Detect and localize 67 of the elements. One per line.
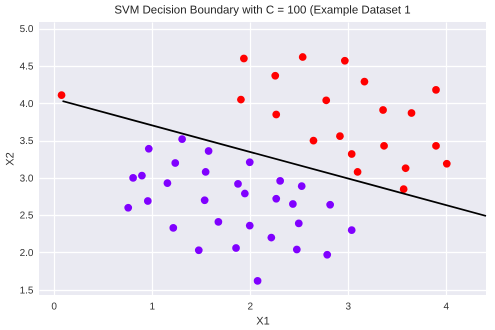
point (129, 174, 137, 182)
point (240, 54, 248, 62)
point (360, 78, 368, 86)
x-axis-title: X1 (256, 316, 270, 328)
point (144, 197, 152, 205)
x-tick-label: 3 (346, 302, 352, 312)
point (58, 91, 66, 99)
point (169, 224, 178, 232)
point (326, 200, 334, 209)
point (408, 109, 416, 117)
point (432, 142, 440, 150)
y-tick-label: 1.5 (20, 285, 34, 296)
point (379, 106, 387, 114)
point (380, 142, 388, 150)
point (276, 177, 284, 185)
point (246, 158, 254, 166)
point (246, 222, 254, 230)
y-tick-label: 3.5 (20, 136, 34, 148)
point (348, 150, 356, 158)
y-tick-label: 4.0 (20, 98, 34, 110)
point (442, 160, 451, 168)
y-tick-label: 2.5 (20, 210, 34, 222)
y-tick-label: 3.0 (20, 173, 34, 184)
point (194, 246, 203, 254)
y-tick-label: 4.5 (20, 62, 34, 73)
point (289, 200, 297, 208)
x-tick-label: 0 (51, 302, 58, 312)
point (354, 168, 362, 176)
point (254, 276, 262, 285)
x-tick-label: 1 (149, 302, 156, 312)
point (267, 234, 276, 242)
point (322, 96, 330, 104)
point (214, 218, 222, 226)
point (144, 144, 153, 153)
point (240, 190, 249, 198)
point (178, 135, 186, 143)
point (323, 250, 332, 259)
point (124, 204, 132, 212)
point (237, 96, 245, 104)
point (310, 136, 318, 144)
point (400, 185, 408, 193)
point (298, 182, 306, 190)
point (402, 164, 410, 172)
point (202, 168, 210, 176)
y-tick-label: 2.0 (20, 248, 34, 259)
point (234, 180, 242, 188)
point (200, 196, 209, 204)
x-tick-label: 4 (444, 302, 450, 312)
point (292, 246, 301, 254)
point (348, 226, 356, 234)
y-axis-title: X2 (4, 152, 17, 166)
point (138, 172, 146, 180)
point (272, 194, 280, 203)
point (298, 53, 307, 61)
point (171, 159, 180, 167)
y-tick-label: 5.0 (20, 24, 34, 36)
point (232, 244, 240, 252)
point (204, 147, 212, 155)
point (272, 110, 280, 118)
point (432, 86, 440, 94)
point (164, 179, 172, 187)
point (340, 56, 349, 65)
point (271, 72, 280, 80)
point (294, 220, 303, 228)
x-tick-label: 2 (247, 302, 254, 312)
point (336, 132, 344, 140)
chart-title: SVM Decision Boundary with C = 100 (Example Dataset 1 (114, 4, 411, 16)
